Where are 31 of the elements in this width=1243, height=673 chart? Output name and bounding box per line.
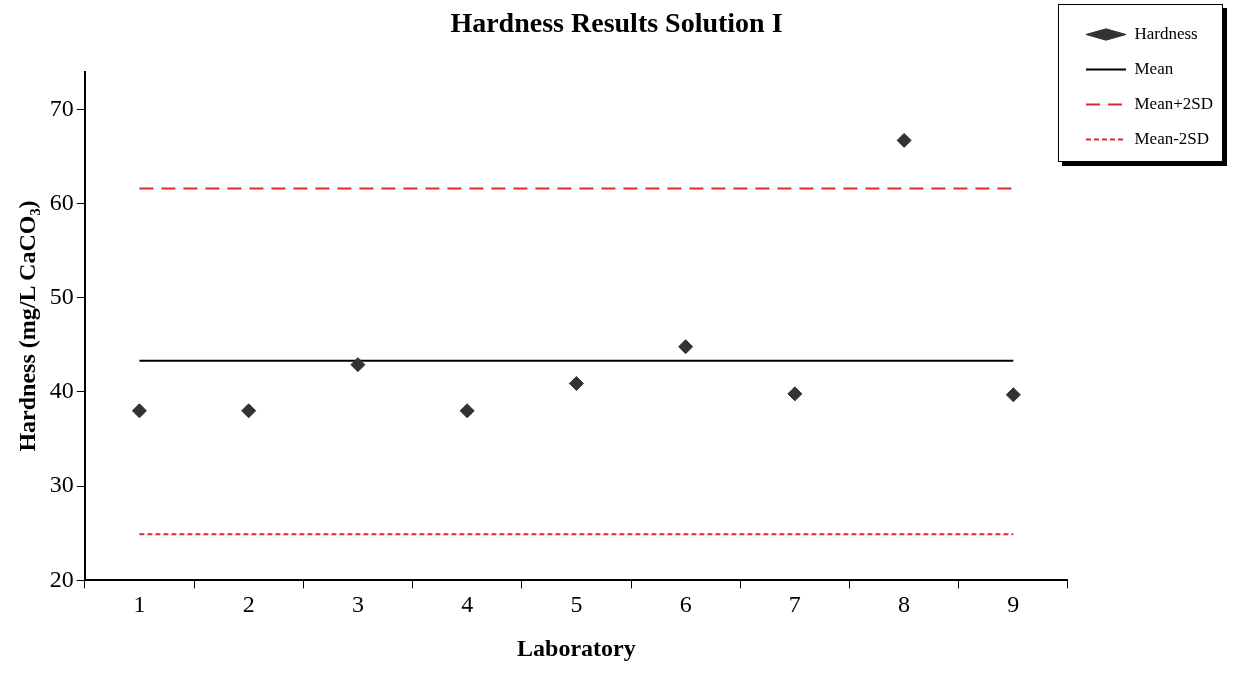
y-tick-label: 70	[49, 94, 74, 121]
legend-label: Mean-2SD	[1134, 128, 1210, 148]
point	[787, 386, 803, 402]
chart-title: Hardness Results Solution I	[450, 7, 783, 39]
x-tick-label: 8	[898, 591, 911, 618]
y-tick-label: 60	[49, 188, 74, 215]
point	[241, 403, 257, 419]
x-tick-label: 6	[679, 591, 692, 618]
x-tick-label: 7	[788, 591, 801, 618]
x-tick-label: 1	[133, 591, 146, 618]
point	[459, 403, 475, 419]
x-tick-label: 2	[242, 591, 255, 618]
y-tick-label: 40	[49, 377, 74, 404]
y-tick-label: 50	[49, 283, 74, 310]
point	[350, 357, 366, 373]
legend-label: Mean	[1134, 58, 1174, 78]
point	[131, 403, 147, 419]
point	[896, 132, 912, 148]
y-tick-label: 20	[49, 565, 74, 592]
x-tick-label: 5	[570, 591, 583, 618]
legend-label: Mean+2SD	[1134, 93, 1214, 113]
x-tick-label: 3	[351, 591, 364, 618]
y-tick-label: 30	[49, 471, 74, 498]
x-axis-title: Laboratory	[517, 634, 636, 661]
point	[568, 375, 584, 391]
y-axis-title: Hardness (mg/L CaCO₃)	[13, 200, 40, 452]
point	[678, 339, 694, 355]
point	[1005, 387, 1021, 403]
legend-label: Hardness	[1134, 23, 1198, 43]
x-tick-label: 9	[1007, 591, 1020, 618]
x-tick-label: 4	[461, 591, 474, 618]
